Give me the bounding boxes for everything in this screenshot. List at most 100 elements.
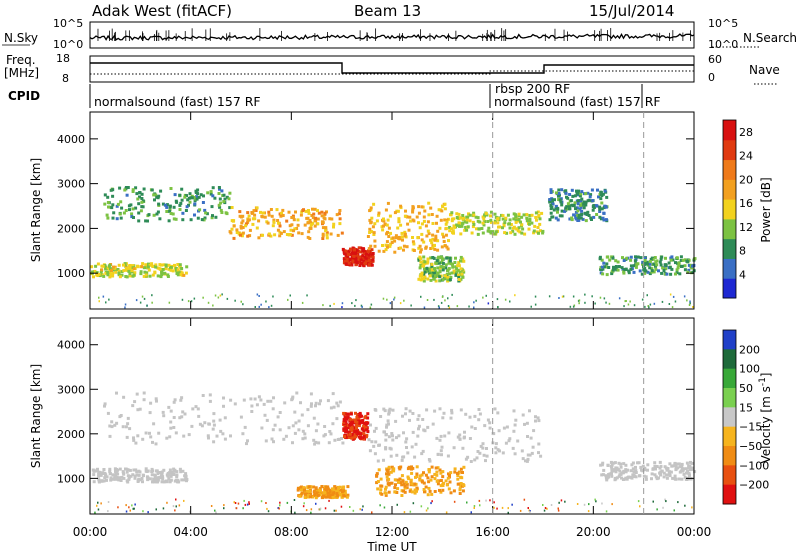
- heatmap-cell: [116, 472, 120, 476]
- heatmap-cell: [446, 476, 450, 480]
- heatmap-cell: [600, 463, 604, 467]
- heatmap-cell: [166, 273, 170, 277]
- heatmap-cell: [261, 215, 265, 219]
- heatmap-cell: [181, 218, 185, 222]
- heatmap-cell: [211, 186, 215, 190]
- heatmap-cell: [171, 269, 175, 273]
- heatmap-cell: [673, 474, 677, 478]
- heatmap-cell: [557, 198, 561, 201]
- heatmap-cell: [147, 268, 151, 272]
- heatmap-cell: [687, 268, 691, 272]
- heatmap-cell: [157, 431, 161, 435]
- heatmap-cell: [354, 263, 358, 267]
- heatmap-cell: [106, 273, 110, 277]
- heatmap-cell: [137, 219, 141, 223]
- heatmap-cell: [448, 256, 452, 260]
- heatmap-cell: [176, 268, 180, 272]
- heatmap-cell: [367, 253, 371, 257]
- heatmap-cell: [417, 427, 420, 431]
- heatmap-cell: [400, 483, 404, 487]
- heatmap-cell: [122, 472, 126, 476]
- heatmap-cell: [355, 428, 359, 432]
- heatmap-cell: [574, 214, 578, 218]
- heatmap-cell: [104, 267, 108, 271]
- heatmap-cell: [389, 447, 393, 451]
- heatmap-cell: [537, 214, 541, 217]
- heatmap-cell: [92, 480, 96, 484]
- heatmap-cell: [160, 270, 164, 274]
- heatmap-cell: [306, 235, 310, 239]
- heatmap-cell: [581, 217, 585, 221]
- heatmap-cell: [428, 269, 432, 273]
- heatmap-cell: [119, 479, 123, 482]
- heatmap-cell: [209, 190, 213, 194]
- heatmap-cell: [140, 477, 144, 480]
- heatmap-cell: [511, 229, 515, 233]
- heatmap-cell: [587, 214, 591, 217]
- heatmap-cell: [251, 211, 255, 215]
- velocity-heatmap: [91, 391, 697, 514]
- colorbar-swatch: [723, 426, 736, 447]
- heatmap-cell: [451, 265, 455, 269]
- heatmap-cell: [456, 477, 460, 481]
- heatmap-cell: [653, 464, 657, 468]
- heatmap-cell: [425, 509, 428, 512]
- heatmap-cell: [128, 468, 132, 472]
- heatmap-cell: [439, 484, 443, 488]
- heatmap-cell: [332, 491, 336, 495]
- heatmap-cell: [647, 305, 649, 307]
- heatmap-cell: [674, 272, 677, 276]
- heatmap-cell: [427, 201, 431, 205]
- heatmap-cell: [112, 211, 116, 215]
- heatmap-cell: [422, 263, 426, 266]
- heatmap-cell: [491, 232, 495, 236]
- heatmap-cell: [160, 480, 164, 484]
- heatmap-cell: [621, 478, 625, 481]
- heatmap-cell: [423, 490, 426, 494]
- heatmap-cell: [439, 449, 443, 453]
- heatmap-cell: [366, 235, 370, 238]
- heatmap-cell: [458, 271, 462, 274]
- heatmap-cell: [568, 217, 572, 221]
- heatmap-cell: [165, 203, 169, 207]
- heatmap-cell: [244, 222, 248, 226]
- heatmap-cell: [390, 465, 394, 469]
- heatmap-cell: [430, 475, 434, 479]
- heatmap-cell: [549, 204, 553, 207]
- heatmap-cell: [169, 268, 173, 272]
- heatmap-cell: [401, 479, 405, 483]
- heatmap-cell: [612, 461, 616, 465]
- heatmap-cell: [688, 468, 692, 472]
- heatmap-cell: [427, 480, 431, 484]
- heatmap-cell: [361, 305, 363, 308]
- heatmap-cell: [466, 225, 470, 229]
- heatmap-cell: [341, 441, 345, 445]
- heatmap-cell: [350, 436, 354, 440]
- heatmap-cell: [434, 237, 438, 241]
- heatmap-cell: [556, 206, 560, 210]
- heatmap-cell: [398, 477, 402, 481]
- heatmap-cell: [598, 257, 602, 261]
- heatmap-cell: [439, 218, 443, 222]
- heatmap-cell: [312, 416, 316, 420]
- heatmap-cell: [365, 422, 369, 425]
- heatmap-cell: [634, 471, 638, 475]
- heatmap-cell: [481, 221, 485, 225]
- heatmap-cell: [425, 234, 429, 238]
- heatmap-cell: [147, 213, 151, 217]
- heatmap-cell: [622, 271, 626, 275]
- heatmap-cell: [139, 270, 143, 274]
- heatmap-cell: [610, 272, 614, 276]
- heatmap-cell: [565, 195, 568, 199]
- heatmap-cell: [497, 225, 500, 229]
- heatmap-cell: [329, 304, 331, 307]
- heatmap-cell: [104, 271, 108, 275]
- heatmap-cell: [248, 501, 250, 504]
- heatmap-cell: [415, 465, 419, 469]
- heatmap-cell: [108, 298, 110, 301]
- colorbar-tick-label: 4: [739, 268, 746, 281]
- heatmap-cell: [505, 425, 509, 429]
- heatmap-cell: [671, 306, 674, 309]
- heatmap-cell: [457, 261, 461, 265]
- heatmap-cell: [120, 273, 124, 277]
